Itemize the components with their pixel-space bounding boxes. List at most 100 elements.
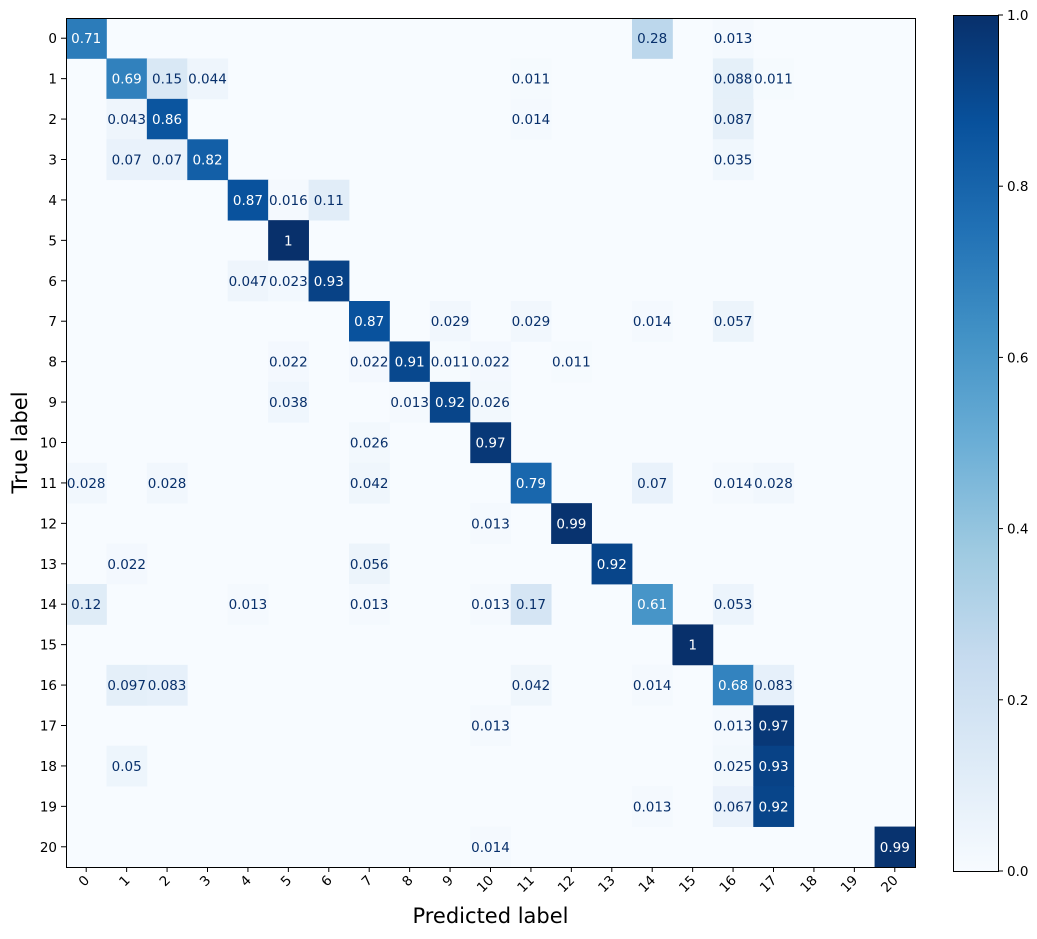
cell-value-label: 0.029 xyxy=(431,314,470,330)
cell-value-label: 0.011 xyxy=(754,72,793,88)
cell-18-17 xyxy=(753,745,795,787)
cell-value-label: 0.61 xyxy=(637,597,667,613)
cell-value-label: 0.057 xyxy=(714,314,753,330)
cell-value-label: 0.014 xyxy=(471,840,510,856)
cell-4-5 xyxy=(268,179,309,221)
cell-value-label: 0.013 xyxy=(229,597,268,613)
cell-2-16 xyxy=(712,98,754,140)
cell-11-7 xyxy=(349,462,390,504)
cell-11-2 xyxy=(146,462,188,504)
cell-value-label: 0.035 xyxy=(714,153,753,169)
x-axis-label: Predicted label xyxy=(412,904,568,928)
y-tick-label: 3 xyxy=(48,153,57,169)
x-tick-label: 8 xyxy=(399,873,416,890)
cell-16-2 xyxy=(146,664,188,706)
cell-14-11 xyxy=(510,584,552,625)
cell-value-label: 0.022 xyxy=(350,355,389,371)
cell-2-2 xyxy=(146,98,188,140)
x-tick-label: 4 xyxy=(237,873,254,890)
cell-value-label: 0.79 xyxy=(516,476,546,492)
cell-value-label: 0.69 xyxy=(112,72,142,88)
x-tick-label: 11 xyxy=(514,873,537,896)
cell-value-label: 0.99 xyxy=(880,840,910,856)
cell-15-15 xyxy=(672,624,714,666)
cell-value-label: 0.023 xyxy=(269,274,308,290)
cell-value-label: 0.86 xyxy=(152,112,182,128)
cell-value-label: 0.083 xyxy=(148,678,187,694)
cell-16-14 xyxy=(632,664,673,706)
cell-18-1 xyxy=(106,745,148,787)
cell-6-5 xyxy=(268,260,309,302)
x-tick-label: 12 xyxy=(555,873,578,896)
cell-value-label: 0.047 xyxy=(229,274,268,290)
cell-19-16 xyxy=(712,786,754,827)
x-tick-label: 7 xyxy=(359,873,376,890)
cell-17-16 xyxy=(712,705,754,747)
cell-value-label: 0.028 xyxy=(148,476,187,492)
x-tick-label: 13 xyxy=(595,873,618,896)
y-tick-label: 2 xyxy=(48,112,57,128)
cell-13-7 xyxy=(349,543,390,585)
cell-value-label: 0.07 xyxy=(152,153,182,169)
cell-value-label: 0.92 xyxy=(758,799,788,815)
y-tick-label: 6 xyxy=(48,274,57,290)
cell-7-11 xyxy=(510,301,552,342)
cell-8-12 xyxy=(551,341,592,383)
cell-value-label: 0.12 xyxy=(71,597,101,613)
cell-9-5 xyxy=(268,381,309,423)
cell-value-label: 0.022 xyxy=(269,355,308,371)
cell-11-11 xyxy=(510,462,552,504)
cell-1-11 xyxy=(510,58,552,100)
cell-value-label: 0.011 xyxy=(552,355,591,371)
heatmap-cells xyxy=(66,18,916,868)
y-tick-label: 11 xyxy=(40,476,57,492)
cell-value-label: 1 xyxy=(688,638,697,654)
cell-6-4 xyxy=(227,260,269,302)
cell-value-label: 0.99 xyxy=(556,516,586,532)
cell-14-16 xyxy=(712,584,754,625)
cell-value-label: 0.025 xyxy=(714,759,753,775)
cell-11-16 xyxy=(712,462,754,504)
cell-1-16 xyxy=(712,58,754,100)
cell-value-label: 0.026 xyxy=(471,395,510,411)
cell-value-label: 0.067 xyxy=(714,799,753,815)
cell-value-label: 0.029 xyxy=(512,314,551,330)
cell-value-label: 0.17 xyxy=(516,597,546,613)
cell-value-label: 0.87 xyxy=(354,314,384,330)
y-tick-label: 4 xyxy=(48,193,57,209)
cell-value-label: 0.91 xyxy=(395,355,425,371)
cell-6-6 xyxy=(308,260,350,302)
cell-16-16 xyxy=(712,664,754,706)
colorbar-gradient xyxy=(953,15,999,872)
x-tick-label: 3 xyxy=(197,873,214,890)
cell-14-4 xyxy=(227,584,269,625)
cell-8-10 xyxy=(470,341,512,383)
x-tick-label: 20 xyxy=(878,873,901,896)
y-tick-label: 18 xyxy=(40,759,57,775)
cell-20-10 xyxy=(470,826,512,868)
x-tick-label: 18 xyxy=(797,873,820,896)
x-tick-label: 17 xyxy=(757,873,780,896)
cell-16-17 xyxy=(753,664,795,706)
cell-value-label: 0.93 xyxy=(314,274,344,290)
cell-value-label: 0.68 xyxy=(718,678,748,694)
cell-value-label: 0.083 xyxy=(754,678,793,694)
colorbar-tick-label: 1.0 xyxy=(1007,8,1028,24)
cell-8-5 xyxy=(268,341,309,383)
y-tick-label: 13 xyxy=(40,557,57,573)
y-tick-label: 7 xyxy=(48,314,57,330)
cell-value-label: 0.97 xyxy=(475,436,505,452)
cell-9-8 xyxy=(389,381,431,423)
cell-1-3 xyxy=(187,58,229,100)
colorbar-ticks: 0.0 0.2 0.4 0.6 0.8 1.0 xyxy=(998,8,1028,880)
cell-16-11 xyxy=(510,664,552,706)
cell-7-14 xyxy=(632,301,673,342)
cell-value-label: 0.05 xyxy=(112,759,142,775)
cell-0-0 xyxy=(66,18,107,59)
colorbar-tick-label: 0.8 xyxy=(1007,179,1028,195)
cell-value-label: 0.013 xyxy=(471,597,510,613)
cell-14-0 xyxy=(66,584,107,625)
cell-3-16 xyxy=(712,139,754,181)
cell-9-10 xyxy=(470,381,512,423)
cell-11-14 xyxy=(632,462,673,504)
